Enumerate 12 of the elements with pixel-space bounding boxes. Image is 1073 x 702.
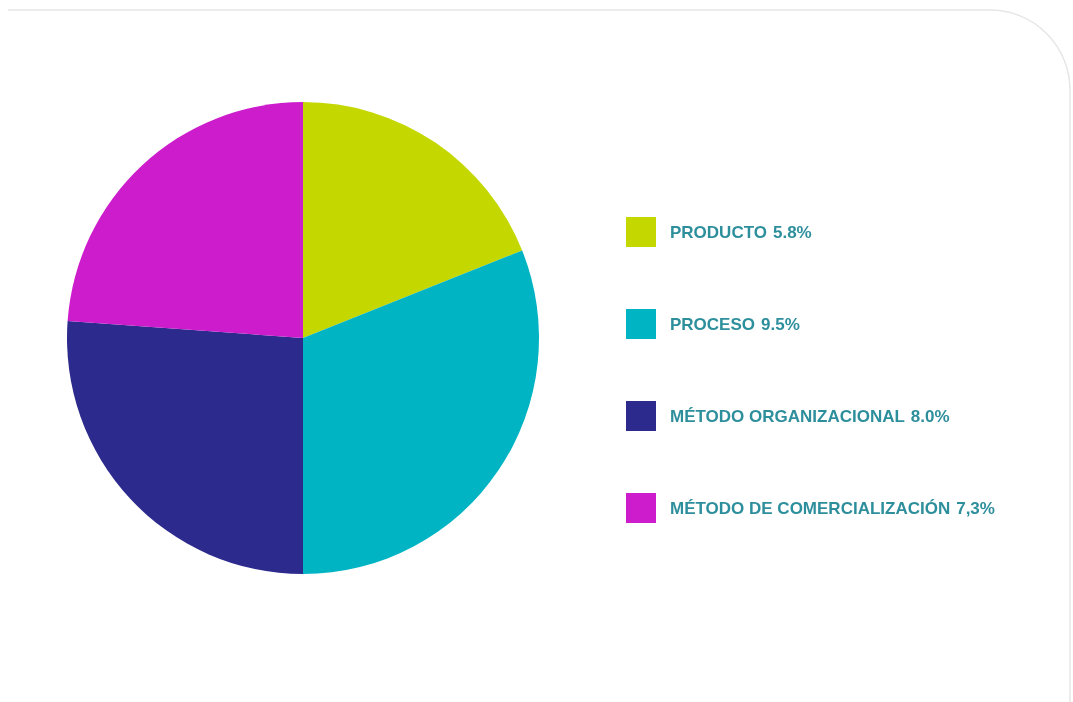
- data-label: 7,3%: [956, 499, 995, 518]
- data-label: 8.0%: [910, 407, 950, 426]
- data-label: 5.8%: [772, 223, 812, 242]
- pie-slice: [67, 321, 303, 574]
- data-label: 9.5%: [761, 315, 800, 334]
- legend-label: MÉTODO DE COMERCIALIZACIÓN: [670, 499, 951, 518]
- pie-slice: [303, 250, 539, 574]
- pie-slice: [67, 102, 303, 338]
- pie-slice: [303, 102, 523, 338]
- legend-label: PRODUCTO: [670, 223, 767, 242]
- legend-label: PROCESO: [670, 315, 756, 334]
- legend-label: MÉTODO ORGANIZACIONAL: [670, 407, 905, 426]
